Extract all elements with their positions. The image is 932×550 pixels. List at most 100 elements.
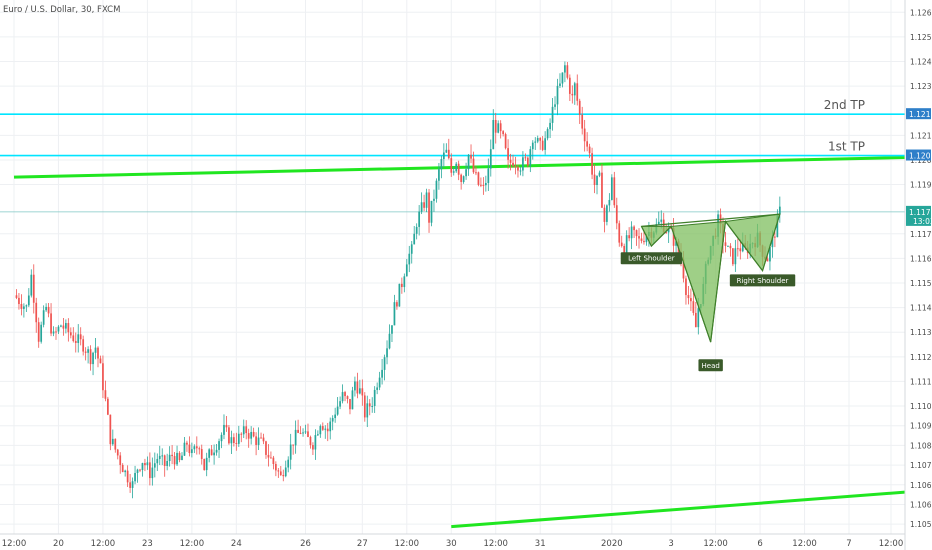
countdown-label: 13:03 bbox=[913, 217, 932, 226]
drawings[interactable]: Left Shoulder Head Right Shoulder bbox=[620, 213, 796, 372]
candle-up bbox=[366, 403, 369, 418]
candle-down bbox=[173, 456, 176, 465]
candle-up bbox=[289, 444, 292, 460]
candle-down bbox=[198, 448, 201, 450]
candle-up bbox=[410, 244, 413, 254]
candle-up bbox=[531, 142, 534, 150]
candle-up bbox=[223, 424, 225, 435]
candle-up bbox=[554, 104, 556, 107]
candle-up bbox=[42, 310, 45, 325]
candle-up bbox=[393, 302, 396, 326]
candle-down bbox=[297, 429, 299, 433]
candle-up bbox=[529, 149, 532, 166]
candle-up bbox=[734, 248, 737, 265]
x-tick-label: 12:00 bbox=[2, 539, 27, 549]
candle-down bbox=[665, 232, 668, 234]
candle-down bbox=[84, 351, 87, 353]
x-tick-label: 24 bbox=[231, 539, 242, 549]
candle-down bbox=[613, 177, 616, 206]
pattern-label: Left Shoulder bbox=[628, 255, 675, 263]
candle-down bbox=[47, 306, 50, 314]
level-price-label: 1.12018 bbox=[909, 152, 932, 161]
candle-up bbox=[136, 469, 139, 473]
candle-up bbox=[556, 85, 559, 105]
candle-down bbox=[129, 482, 131, 488]
candle-down bbox=[67, 323, 70, 333]
candle-down bbox=[195, 446, 198, 449]
candle-down bbox=[724, 242, 727, 246]
candle-down bbox=[581, 114, 584, 129]
candle-up bbox=[314, 435, 317, 450]
candle-up bbox=[408, 253, 411, 265]
candle-down bbox=[363, 395, 366, 418]
candle-down bbox=[620, 242, 623, 246]
candle-down bbox=[37, 322, 40, 342]
y-tick-label: 1.10520 bbox=[910, 520, 932, 529]
x-tick-label: 3 bbox=[668, 539, 673, 549]
candle-up bbox=[625, 235, 628, 254]
candle-down bbox=[361, 388, 364, 396]
candle-up bbox=[250, 431, 253, 439]
candle-up bbox=[610, 177, 613, 200]
candle-down bbox=[18, 297, 20, 305]
level-label: 2nd TP bbox=[824, 98, 865, 112]
candle-down bbox=[299, 432, 302, 434]
candle-up bbox=[606, 205, 608, 222]
candle-down bbox=[662, 219, 665, 233]
candle-up bbox=[205, 457, 208, 471]
candle-down bbox=[104, 390, 107, 399]
candle-down bbox=[225, 424, 228, 428]
candle-up bbox=[522, 157, 524, 171]
candle-down bbox=[99, 358, 102, 364]
candle-down bbox=[260, 437, 262, 439]
y-tick-label: 1.11600 bbox=[910, 254, 932, 263]
candle-up bbox=[52, 331, 55, 334]
candle-down bbox=[512, 162, 514, 166]
candle-down bbox=[210, 449, 213, 456]
candle-down bbox=[265, 441, 267, 455]
candle-down bbox=[309, 436, 312, 446]
candle-up bbox=[193, 446, 196, 450]
candle-down bbox=[494, 120, 497, 133]
candle-down bbox=[277, 470, 280, 472]
candle-down bbox=[766, 258, 769, 262]
candle-up bbox=[57, 326, 60, 332]
x-tick-label: 12:00 bbox=[792, 539, 817, 549]
candle-up bbox=[519, 170, 522, 172]
candle-down bbox=[282, 475, 285, 477]
candle-up bbox=[124, 470, 127, 473]
candle-up bbox=[331, 418, 334, 422]
candle-down bbox=[321, 426, 324, 430]
pattern-label-box bbox=[698, 359, 723, 372]
candle-down bbox=[635, 230, 638, 237]
candle-up bbox=[381, 369, 383, 378]
y-tick-label: 1.10760 bbox=[910, 461, 932, 470]
candle-up bbox=[445, 149, 448, 153]
plot-area bbox=[0, 0, 905, 534]
candle-up bbox=[215, 449, 218, 453]
y-tick-label: 1.10840 bbox=[910, 441, 932, 450]
candle-down bbox=[517, 167, 519, 171]
levels: 2nd TP 1st TP bbox=[0, 98, 906, 529]
candle-down bbox=[326, 428, 329, 432]
candle-up bbox=[371, 405, 374, 407]
candle-up bbox=[287, 459, 290, 468]
y-tick-label: 1.12400 bbox=[910, 58, 932, 67]
candle-up bbox=[398, 283, 401, 307]
candle-down bbox=[82, 339, 85, 352]
candle-up bbox=[339, 401, 341, 407]
candle-down bbox=[729, 245, 732, 249]
x-tick-label: 12:00 bbox=[395, 539, 420, 549]
candle-down bbox=[774, 236, 776, 238]
candle-down bbox=[633, 226, 635, 231]
candle-up bbox=[242, 426, 245, 435]
candle-down bbox=[480, 184, 482, 186]
candle-up bbox=[430, 200, 433, 223]
x-tick-label: 12:00 bbox=[180, 539, 205, 549]
candle-up bbox=[27, 295, 30, 306]
candle-up bbox=[551, 106, 554, 123]
y-tick-label: 1.11400 bbox=[910, 304, 932, 313]
